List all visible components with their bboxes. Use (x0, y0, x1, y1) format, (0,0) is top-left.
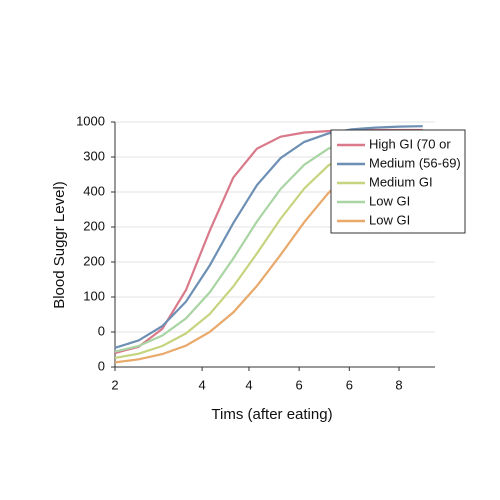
legend-label: Low GI (369, 212, 410, 227)
x-tick-label: 4 (245, 377, 252, 392)
legend-label: Medium (56-69) (369, 155, 461, 170)
x-tick-label: 8 (395, 377, 402, 392)
y-tick-label: 400 (83, 183, 105, 198)
y-tick-label: 100 (83, 288, 105, 303)
y-tick-label: 0 (98, 358, 105, 373)
y-tick-label: 0 (98, 323, 105, 338)
legend-label: Low GI (369, 193, 410, 208)
line-series (114, 125, 423, 349)
x-tick-label: 6 (296, 377, 303, 392)
legend-label: High GI (70 or (369, 136, 451, 151)
y-axis-label: Blood Suggr Level) (51, 181, 68, 309)
legend: High GI (70 or Medium (56-69) Medium GI Low… (330, 129, 466, 234)
x-tick-label: 6 (346, 377, 353, 392)
y-tick-label: 1000 (76, 113, 105, 128)
legend-box (330, 129, 466, 234)
legend-label: Medium GI (369, 174, 433, 189)
y-tick-label: 200 (83, 218, 105, 233)
y-tick-label: 300 (83, 148, 105, 163)
x-tick-label: 4 (198, 377, 205, 392)
x-tick-label: 2 (111, 377, 118, 392)
y-tick-label: 200 (83, 253, 105, 268)
x-axis-label: Tims (after eating) (211, 406, 332, 423)
